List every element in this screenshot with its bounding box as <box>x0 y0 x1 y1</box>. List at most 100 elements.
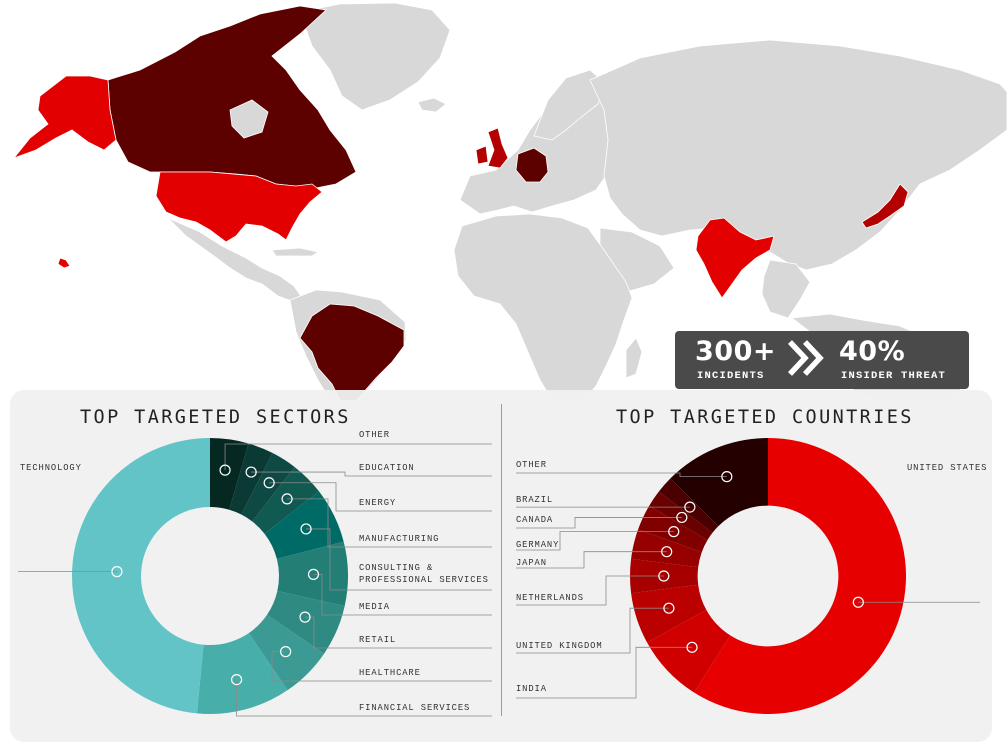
map-hudson-bay <box>229 99 269 139</box>
insider-threat-label: INSIDER THREAT <box>841 370 947 382</box>
countries-title: TOP TARGETED COUNTRIES <box>616 407 914 428</box>
country-marker-united-states <box>852 596 864 608</box>
map-land-africa <box>453 213 633 400</box>
country-marker-germany <box>668 526 680 538</box>
country-marker-india <box>686 641 698 653</box>
country-marker-brazil <box>684 501 696 513</box>
incidents-value: 300+ <box>695 336 776 367</box>
sector-slice-other <box>210 438 249 510</box>
sector-marker-media <box>307 568 320 580</box>
sector-marker-retail <box>299 611 311 623</box>
sector-marker-financial-services <box>230 673 243 686</box>
sector-leader-other <box>224 443 492 471</box>
map-country-japan <box>861 183 909 229</box>
country-slice-canada <box>649 491 713 541</box>
sector-leader-media <box>313 573 492 616</box>
sector-label-retail: RETAIL <box>359 635 396 645</box>
country-label-united-states: UNITED STATES <box>907 463 987 473</box>
sector-slice-consulting-professional-services <box>264 491 344 559</box>
sector-label-financial-services: FINANCIAL SERVICES <box>359 703 470 713</box>
map-country-alaska <box>12 75 117 159</box>
country-label-canada: CANADA <box>516 515 553 525</box>
map-country-united-states <box>155 171 323 243</box>
sector-label-technology: TECHNOLOGY <box>20 463 82 473</box>
double-chevron-icon <box>787 340 824 376</box>
country-marker-other <box>721 471 733 483</box>
sector-label-media: MEDIA <box>359 602 390 612</box>
map-country-india <box>695 217 775 299</box>
incidents-label: INCIDENTS <box>697 370 765 382</box>
sector-marker-education <box>245 466 257 478</box>
country-slice-other <box>670 438 768 527</box>
sector-marker-manufacturing <box>281 493 293 505</box>
country-label-india: INDIA <box>516 684 547 694</box>
sector-leader-consulting-professional-services <box>306 528 492 591</box>
sector-label-manufacturing: MANUFACTURING <box>359 534 439 544</box>
country-leader-india <box>516 646 693 699</box>
sector-label-consulting-professional-services: CONSULTING & <box>359 563 433 573</box>
country-marker-netherlands <box>658 570 670 582</box>
country-slice-brazil <box>658 478 719 533</box>
map-land-iceland <box>417 97 447 113</box>
sector-label-education: EDUCATION <box>359 463 415 473</box>
sector-marker-consulting-professional-services <box>300 523 312 535</box>
map-country-germany <box>515 147 549 183</box>
country-slice-japan <box>631 529 702 568</box>
country-marker-japan <box>661 546 673 558</box>
sector-slice-healthcare <box>248 614 325 691</box>
sector-marker-technology <box>111 566 123 578</box>
country-slice-netherlands <box>630 558 699 594</box>
map-country-ireland <box>475 145 489 165</box>
sector-leader-education <box>251 471 492 477</box>
sector-leader-manufacturing <box>287 498 492 548</box>
country-slice-united-states <box>694 438 906 714</box>
world-map <box>12 2 1007 400</box>
map-country-united-kingdom <box>487 127 509 169</box>
sector-marker-healthcare <box>280 646 292 658</box>
country-leader-lines <box>516 472 980 699</box>
panel-divider <box>501 404 502 716</box>
map-land-greenland <box>299 2 451 111</box>
country-label-netherlands: NETHERLANDS <box>516 593 584 603</box>
sector-leader-energy <box>269 482 492 512</box>
stats-banner: 300+ INCIDENTS 40% INSIDER THREAT <box>675 331 969 389</box>
map-land-southeast-asia <box>761 259 811 319</box>
sector-leader-healthcare <box>271 651 492 682</box>
sectors-donut-chart: OTHER EDUCATION ENERGY MANUFACTURING CONSULT… <box>18 430 492 717</box>
country-label-other: OTHER <box>516 460 547 470</box>
sectors-title: TOP TARGETED SECTORS <box>80 407 351 428</box>
map-land-asia <box>589 39 1007 271</box>
map-country-hawaii <box>57 257 71 269</box>
sector-slice-manufacturing <box>252 466 320 534</box>
sector-marker-other <box>219 464 231 476</box>
sector-marker-energy <box>263 477 275 489</box>
map-country-brazil <box>299 303 405 400</box>
sector-label-consulting-professional-services-line2: PROFESSIONAL SERVICES <box>359 575 489 585</box>
country-leader-canada <box>516 517 682 529</box>
sector-slice-education <box>229 443 273 515</box>
country-label-united-kingdom: UNITED KINGDOM <box>516 641 603 651</box>
country-marker-canada <box>676 511 688 524</box>
sector-labels: OTHER EDUCATION ENERGY MANUFACTURING CONSULT… <box>20 430 489 713</box>
country-label-brazil: BRAZIL <box>516 495 553 505</box>
country-label-germany: GERMANY <box>516 540 559 550</box>
sector-label-healthcare: HEALTHCARE <box>359 668 421 678</box>
country-leader-germany <box>516 531 674 551</box>
country-leader-united-kingdom <box>516 607 669 654</box>
sector-slice-technology <box>71 438 210 714</box>
country-leader-netherlands <box>516 575 664 606</box>
country-marker-united-kingdom <box>663 602 675 614</box>
country-leader-other <box>516 472 727 478</box>
sector-label-energy: ENERGY <box>359 498 396 508</box>
country-label-japan: JAPAN <box>516 558 547 568</box>
insider-threat-value: 40% <box>839 336 906 367</box>
country-labels: UNITED STATES INDIA UNITED KINGDOM NETHERLA… <box>516 460 987 694</box>
map-land-caribbean <box>271 247 320 257</box>
sector-slice-financial-services <box>197 633 288 715</box>
country-leader-japan <box>516 551 667 569</box>
sector-label-other: OTHER <box>359 430 390 440</box>
countries-donut-chart: UNITED STATES INDIA UNITED KINGDOM NETHERLA… <box>516 438 987 714</box>
sector-leader-financial-services <box>236 679 492 717</box>
map-land-madagascar <box>625 337 643 379</box>
